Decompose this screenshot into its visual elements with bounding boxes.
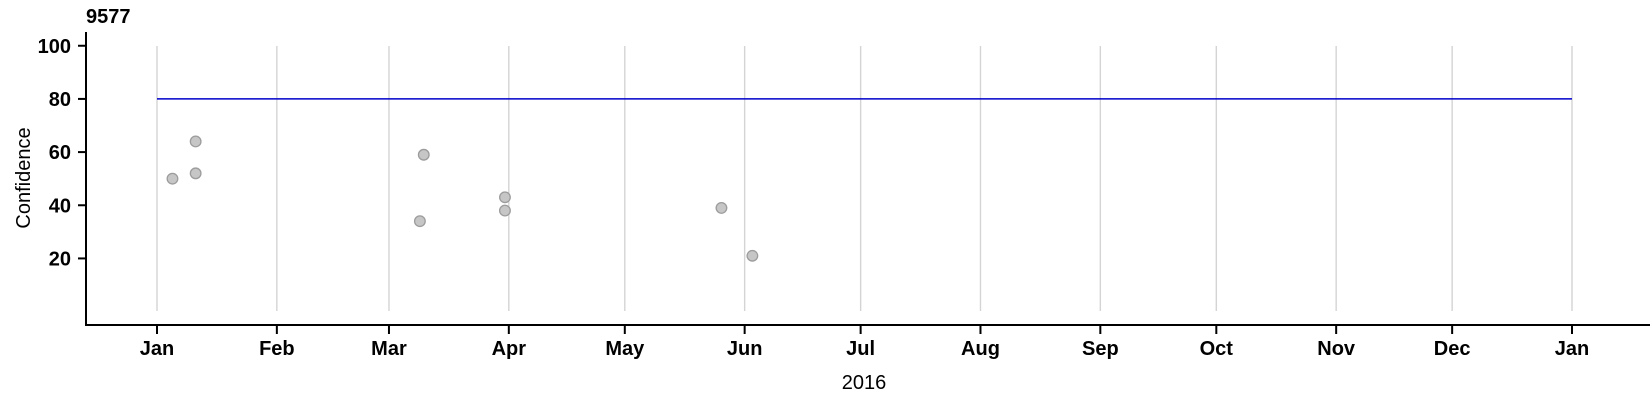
chart-title: 9577 [86, 6, 131, 28]
x-tick-label: Oct [1200, 338, 1234, 360]
x-tick-label: Nov [1317, 338, 1356, 360]
x-tick-label: Mar [371, 338, 407, 360]
data-point [413, 215, 426, 228]
x-tick-label: Apr [492, 338, 527, 360]
data-point [166, 172, 179, 185]
y-tick-label: 100 [38, 36, 71, 58]
x-tick-label: Jun [727, 338, 763, 360]
x-tick-label: Aug [961, 338, 1000, 360]
x-axis-title: 2016 [842, 372, 887, 394]
data-point [498, 191, 511, 204]
x-tick-label: Dec [1434, 338, 1471, 360]
data-points [166, 135, 759, 262]
y-axis-title: Confidence [13, 127, 35, 228]
x-tick-label: Jan [1555, 338, 1589, 360]
y-tick-label: 80 [49, 89, 71, 111]
data-point [715, 201, 728, 214]
month-gridlines [156, 46, 1573, 311]
y-tick-label: 20 [49, 248, 71, 270]
y-axis-ticks: 20 40 60 80 100 [38, 36, 86, 270]
x-tick-label: Jul [846, 338, 875, 360]
x-tick-label: Sep [1082, 338, 1119, 360]
y-tick-label: 40 [49, 195, 71, 217]
data-point [498, 204, 511, 217]
y-tick-label: 60 [49, 142, 71, 164]
data-point [189, 167, 202, 180]
x-axis-ticks: Jan Feb Mar Apr May Jun Jul Aug Sep Oct Nov Dec Jan [140, 326, 1589, 360]
data-point [417, 148, 430, 161]
x-tick-label: Feb [259, 338, 295, 360]
data-point [746, 249, 759, 262]
x-tick-label: May [605, 338, 645, 360]
data-point [189, 135, 202, 148]
x-tick-label: Jan [140, 338, 174, 360]
